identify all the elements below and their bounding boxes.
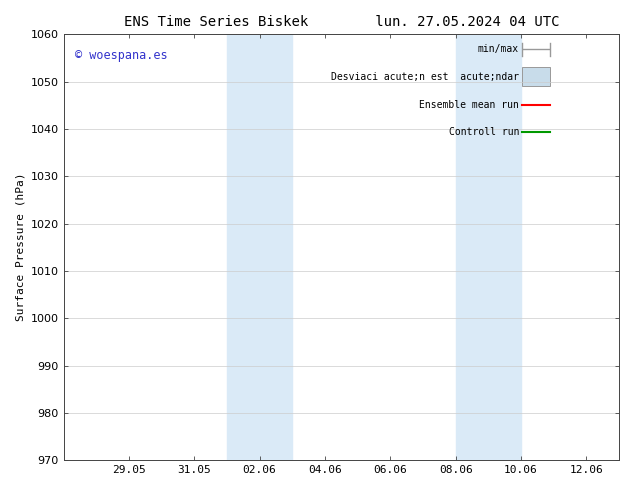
Title: ENS Time Series Biskek        lun. 27.05.2024 04 UTC: ENS Time Series Biskek lun. 27.05.2024 0… xyxy=(124,15,559,29)
Text: Controll run: Controll run xyxy=(448,127,519,137)
Bar xyxy=(522,67,550,87)
Text: Desviaci acute;n est  acute;ndar: Desviaci acute;n est acute;ndar xyxy=(331,72,519,82)
Y-axis label: Surface Pressure (hPa): Surface Pressure (hPa) xyxy=(15,173,25,321)
Bar xyxy=(456,34,521,460)
Bar xyxy=(227,34,292,460)
Text: © woespana.es: © woespana.es xyxy=(75,49,167,62)
Text: Ensemble mean run: Ensemble mean run xyxy=(419,99,519,110)
Text: min/max: min/max xyxy=(478,44,519,54)
